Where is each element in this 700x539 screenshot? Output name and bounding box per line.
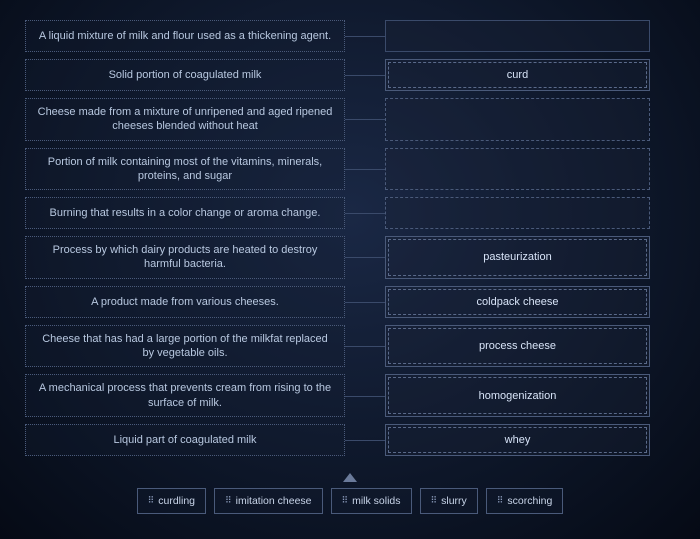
- match-row: A product made from various cheeses. cold…: [25, 286, 675, 318]
- answer-drop-zone[interactable]: [385, 20, 650, 52]
- match-row: A mechanical process that prevents cream…: [25, 374, 675, 417]
- connector-line: [345, 197, 385, 229]
- clue-box: Process by which dairy products are heat…: [25, 236, 345, 279]
- match-row: Burning that results in a color change o…: [25, 197, 675, 229]
- match-row: Portion of milk containing most of the v…: [25, 148, 675, 191]
- bank-item[interactable]: ⠿ imitation cheese: [214, 488, 322, 514]
- connector-line: [345, 424, 385, 456]
- answer-drop-zone[interactable]: [385, 148, 650, 191]
- drag-handle-icon: ⠿: [497, 495, 503, 506]
- clue-box: Burning that results in a color change o…: [25, 197, 345, 229]
- connector-line: [345, 20, 385, 52]
- bank-item[interactable]: ⠿ curdling: [137, 488, 206, 514]
- match-row: Solid portion of coagulated milk curd: [25, 59, 675, 91]
- answer-drop-zone[interactable]: [385, 98, 650, 141]
- connector-line: [345, 374, 385, 417]
- bank-item-label: scorching: [507, 495, 552, 507]
- clue-box: Liquid part of coagulated milk: [25, 424, 345, 456]
- answer-drop-zone[interactable]: curd: [385, 59, 650, 91]
- answer-drop-zone[interactable]: homogenization: [385, 374, 650, 417]
- matching-area: A liquid mixture of milk and flour used …: [0, 0, 700, 471]
- answer-drop-zone[interactable]: [385, 197, 650, 229]
- bank-item-label: imitation cheese: [236, 495, 312, 507]
- connector-line: [345, 148, 385, 191]
- clue-box: Cheese made from a mixture of unripened …: [25, 98, 345, 141]
- connector-line: [345, 236, 385, 279]
- connector-line: [345, 98, 385, 141]
- bank-item[interactable]: ⠿ milk solids: [331, 488, 412, 514]
- bank-item-label: milk solids: [352, 495, 400, 507]
- clue-box: A mechanical process that prevents cream…: [25, 374, 345, 417]
- match-row: Cheese that has had a large portion of t…: [25, 325, 675, 368]
- drag-handle-icon: ⠿: [431, 495, 437, 506]
- match-row: Cheese made from a mixture of unripened …: [25, 98, 675, 141]
- match-row: Process by which dairy products are heat…: [25, 236, 675, 279]
- clue-box: Cheese that has had a large portion of t…: [25, 325, 345, 368]
- connector-line: [345, 286, 385, 318]
- answer-drop-zone[interactable]: coldpack cheese: [385, 286, 650, 318]
- clue-box: Portion of milk containing most of the v…: [25, 148, 345, 191]
- bank-item[interactable]: ⠿ scorching: [486, 488, 564, 514]
- scroll-up-icon[interactable]: [343, 473, 357, 482]
- answer-drop-zone[interactable]: process cheese: [385, 325, 650, 368]
- bank-item-label: curdling: [158, 495, 195, 507]
- drag-handle-icon: ⠿: [225, 495, 231, 506]
- answer-drop-zone[interactable]: pasteurization: [385, 236, 650, 279]
- clue-box: A product made from various cheeses.: [25, 286, 345, 318]
- clue-box: A liquid mixture of milk and flour used …: [25, 20, 345, 52]
- drag-handle-icon: ⠿: [148, 495, 154, 506]
- bank-item-label: slurry: [441, 495, 467, 507]
- match-row: Liquid part of coagulated milk whey: [25, 424, 675, 456]
- answer-drop-zone[interactable]: whey: [385, 424, 650, 456]
- clue-box: Solid portion of coagulated milk: [25, 59, 345, 91]
- drag-handle-icon: ⠿: [342, 495, 348, 506]
- connector-line: [345, 59, 385, 91]
- word-bank: ⠿ curdling ⠿ imitation cheese ⠿ milk solids ⠿ s…: [0, 488, 700, 514]
- connector-line: [345, 325, 385, 368]
- match-row: A liquid mixture of milk and flour used …: [25, 20, 675, 52]
- bank-item[interactable]: ⠿ slurry: [420, 488, 478, 514]
